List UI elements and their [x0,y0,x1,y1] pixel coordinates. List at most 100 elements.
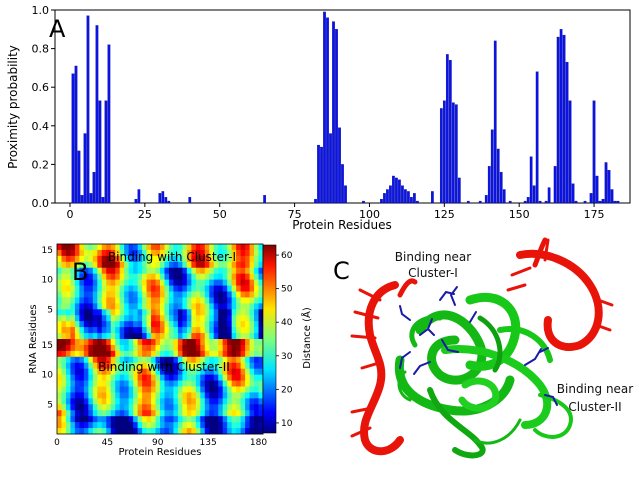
heatmap-cell [133,273,139,281]
panel-a-x-axis-label: Protein Residues [292,218,392,232]
heatmap-cell [164,315,170,322]
heatmap-cell [213,291,219,298]
heatmap-cell [177,321,183,328]
heatmap-cell [155,327,161,334]
heatmap-cell [133,398,139,405]
heatmap-cell [142,410,147,417]
heatmap-cell [137,344,143,352]
bar-residue-141 [490,129,494,204]
heatmap-cell [74,244,80,251]
heatmap-cell [155,249,161,257]
heatmap-cell [227,392,233,399]
heatmap-cell [65,255,71,263]
heatmap-cell [182,386,188,393]
heatmap-cell [137,422,143,429]
heatmap-cell [92,392,98,399]
heatmap-cell [160,422,165,429]
heatmap-cell [249,422,255,429]
heatmap-cell [209,416,215,423]
heatmap-cell [65,291,71,298]
heatmap-cell [173,416,179,423]
bar-residue-133 [466,200,470,204]
heatmap-cell [155,392,161,399]
heatmap-cell [209,344,215,352]
heatmap-cell [61,398,67,405]
heatmap-cell [177,416,183,423]
heatmap-cell [177,404,183,411]
heatmap-cell [186,321,192,328]
heatmap-cell [128,416,134,423]
heatmap-cell [119,321,125,328]
heatmap-cell [209,374,215,381]
heatmap-cell [258,404,264,411]
x-tick-label: 150 [509,208,530,221]
heatmap-cell [177,327,183,334]
heatmap-cell [204,368,210,376]
heatmap-cell [106,244,112,251]
heatmap-cell [61,297,67,304]
bar-residue-137 [478,200,482,204]
heatmap-cell [110,422,116,429]
heatmap-cell [106,279,112,286]
bar-residue-157 [538,200,542,204]
heatmap-cell [245,398,250,405]
heatmap-cell [79,267,85,275]
heatmap-cell [177,362,183,370]
bar-residue-130 [457,177,461,204]
heatmap-cell [249,333,255,340]
heatmap-cell [160,285,165,292]
heatmap-cell [231,404,237,411]
heatmap-cell [146,356,152,364]
x-tick-label: 25 [138,208,152,221]
heatmap-cell [57,422,62,429]
heatmap-cell [92,350,98,358]
heatmap-cell [168,321,174,328]
heatmap-cell [133,386,139,393]
heatmap-cell [249,386,255,393]
heatmap-cell [218,404,224,411]
heatmap-cell [209,339,215,346]
heatmap-cell [168,315,174,322]
bar-residue-108 [392,175,395,204]
heatmap-cell [240,339,246,346]
heatmap-cell [209,392,215,399]
heatmap-cell [119,356,125,364]
heatmap-cell [195,321,201,328]
heatmap-cell [213,303,219,310]
heatmap-cell [57,380,62,387]
heatmap-cell [218,422,224,429]
heatmap-cell [70,356,76,364]
x-tick-label: 175 [584,208,605,221]
heatmap-cell [173,327,179,334]
heatmap-cell [209,291,215,298]
sidechains [399,286,558,406]
heatmap-cell [177,285,183,292]
heatmap-cell [92,344,98,352]
heatmap-cell [164,244,170,251]
heatmap-cell [151,339,156,346]
heatmap-cell [65,244,71,251]
heatmap-cell [209,380,215,387]
heatmap-cell [160,410,165,417]
heatmap-cell [200,374,206,381]
heatmap-cell [70,339,76,346]
heatmap-cell [164,422,170,429]
heatmap-cell [240,273,246,281]
heatmap-cell [142,327,147,334]
heatmap-cell [88,327,94,334]
bar-residue-179 [604,162,608,204]
heatmap-cell [124,344,130,352]
heatmap-cell [213,386,219,393]
heatmap-cell [146,291,152,298]
heatmap-cell [101,410,107,417]
bar-residue-176 [595,175,599,204]
heatmap-cell [74,392,80,399]
heatmap-cell [61,404,67,411]
heatmap-cell [124,356,130,364]
heatmap-cell [204,303,210,310]
heatmap-cell [79,398,85,405]
heatmap-cell [249,303,255,310]
heatmap-cell [61,410,67,417]
heatmap-cell [97,255,103,263]
